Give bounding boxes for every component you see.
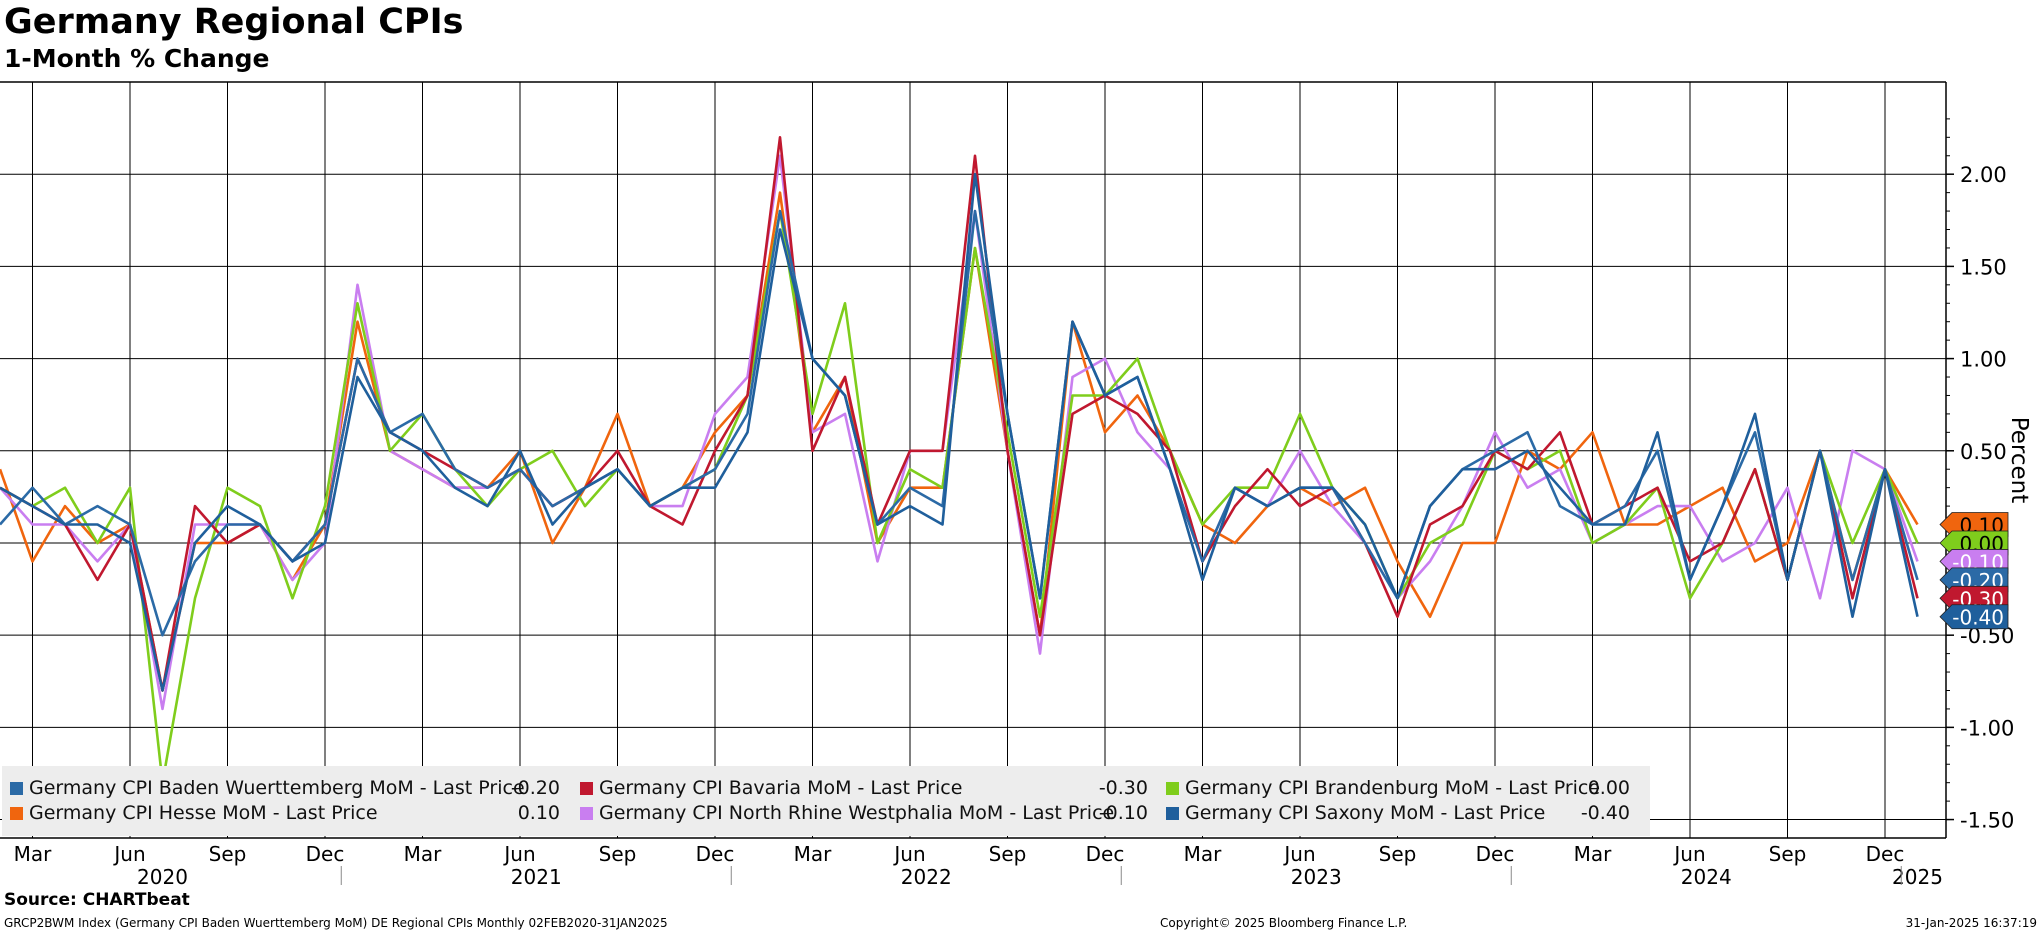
legend-box: [2, 766, 1650, 836]
last-value-tag-label: -0.40: [1952, 606, 2004, 630]
x-axis: Mar Jun Sep Dec Mar Jun Sep Dec Mar Jun Sep Dec Mar J…: [14, 842, 1943, 885]
legend-swatch-hesse: [10, 807, 23, 820]
series-line-nrw: [0, 154, 1919, 711]
x-tick-label: Dec: [1476, 842, 1515, 866]
series-line-bavaria: [0, 136, 1919, 692]
x-tick-label: Mar: [404, 842, 443, 866]
legend-value: -0.10: [1099, 802, 1148, 824]
legend: Germany CPI Baden Wuerttemberg MoM - Las…: [2, 766, 1650, 836]
footer-index-info: GRCP2BWM Index (Germany CPI Baden Wuertt…: [4, 916, 668, 930]
series-lines: [0, 136, 1919, 785]
x-year-label: 2025: [1892, 865, 1943, 885]
legend-value: -0.30: [1099, 777, 1148, 799]
y-tick-label: 2.00: [1960, 163, 2007, 187]
y-tick-label: -1.50: [1960, 809, 2014, 833]
legend-label: Germany CPI Bavaria MoM - Last Price: [599, 777, 962, 799]
y-tick-label: 0.50: [1960, 440, 2007, 464]
legend-swatch-saxony: [1166, 807, 1179, 820]
y-tick-label: 1.00: [1960, 348, 2007, 372]
legend-label: Germany CPI Hesse MoM - Last Price: [29, 802, 378, 824]
x-tick-label: Mar: [14, 842, 53, 866]
legend-value: 0.00: [1588, 777, 1630, 799]
legend-swatch-nrw: [580, 807, 593, 820]
x-year-label: 2020: [137, 865, 188, 885]
legend-label: Germany CPI North Rhine Westphalia MoM -…: [599, 802, 1114, 824]
legend-label: Germany CPI Brandenburg MoM - Last Price: [1185, 777, 1600, 799]
x-tick-label: Jun: [112, 842, 145, 866]
legend-swatch-bavaria: [580, 782, 593, 795]
series-line-hesse: [0, 191, 1919, 692]
legend-value: 0.10: [518, 802, 560, 824]
x-year-label: 2023: [1291, 865, 1342, 885]
footer-timestamp: 31-Jan-2025 16:37:19: [1905, 916, 2037, 930]
x-tick-label: Dec: [306, 842, 345, 866]
x-tick-label: Sep: [599, 842, 637, 866]
x-tick-label: Dec: [1086, 842, 1125, 866]
x-tick-label: Jun: [1282, 842, 1315, 866]
legend-swatch-baden: [10, 782, 23, 795]
y-tick-label: -1.00: [1960, 716, 2014, 740]
x-tick-label: Mar: [794, 842, 833, 866]
last-value-tag-saxony: [1939, 604, 2009, 630]
footer-copyright: Copyright© 2025 Bloomberg Finance L.P.: [1160, 916, 1408, 930]
x-tick-label: Jun: [502, 842, 535, 866]
x-tick-label: Sep: [1769, 842, 1807, 866]
x-tick-label: Sep: [1379, 842, 1417, 866]
x-tick-label: Sep: [989, 842, 1027, 866]
x-year-label: 2024: [1681, 865, 1732, 885]
x-year-label: 2022: [901, 865, 952, 885]
x-tick-label: Sep: [209, 842, 247, 866]
legend-label: Germany CPI Baden Wuerttemberg MoM - Las…: [29, 777, 525, 799]
legend-swatch-brandenburg: [1166, 782, 1179, 795]
x-tick-label: Jun: [1672, 842, 1705, 866]
y-tick-label: 1.50: [1960, 255, 2007, 279]
legend-value: -0.40: [1581, 802, 1630, 824]
x-tick-label: Dec: [696, 842, 735, 866]
x-tick-label: Dec: [1866, 842, 1905, 866]
x-tick-label: Jun: [892, 842, 925, 866]
y-axis-label: Percent: [2006, 417, 2032, 504]
legend-label: Germany CPI Saxony MoM - Last Price: [1185, 802, 1545, 824]
x-tick-label: Mar: [1574, 842, 1613, 866]
source-note: Source: CHARTbeat: [4, 890, 190, 910]
x-year-label: 2021: [511, 865, 562, 885]
series-line-saxony: [0, 172, 1919, 692]
legend-value: -0.20: [511, 777, 560, 799]
chart-title: Germany Regional CPIs: [4, 2, 464, 42]
chart-subtitle: 1-Month % Change: [4, 44, 270, 73]
x-tick-label: Mar: [1184, 842, 1223, 866]
last-value-tags: 0.100.00-0.10-0.20-0.30-0.40: [1939, 512, 2009, 630]
